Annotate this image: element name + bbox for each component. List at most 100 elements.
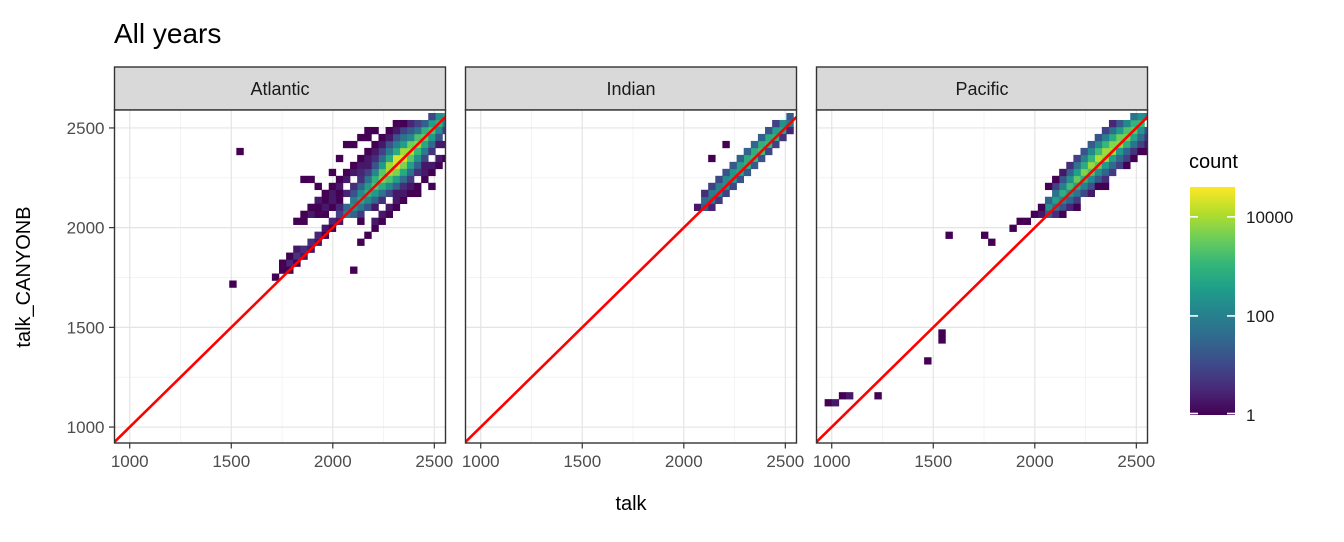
density-bin xyxy=(378,189,386,198)
density-bin xyxy=(357,182,365,191)
density-bin xyxy=(421,154,429,163)
density-bin xyxy=(357,238,365,246)
density-bin xyxy=(414,147,422,156)
density-bin xyxy=(1123,161,1131,170)
density-bin xyxy=(371,154,379,163)
density-bin xyxy=(1059,168,1067,177)
y-tick-label: 1500 xyxy=(67,318,105,337)
density-bin xyxy=(1016,217,1024,225)
density-bin xyxy=(1144,133,1148,142)
density-bin xyxy=(342,189,351,198)
density-bin xyxy=(722,189,730,198)
density-bin xyxy=(293,245,301,253)
density-bin xyxy=(421,140,429,149)
density-bin xyxy=(715,196,723,205)
density-bin xyxy=(350,189,358,198)
density-bin xyxy=(392,147,401,156)
x-tick-label: 2500 xyxy=(766,452,804,471)
y-tick-label: 2500 xyxy=(67,119,105,138)
density-bin xyxy=(364,196,372,205)
density-bin xyxy=(293,217,301,225)
density-bin xyxy=(1087,140,1096,149)
density-bin xyxy=(392,154,401,163)
density-bin xyxy=(1073,161,1081,170)
density-bin xyxy=(428,112,436,121)
density-bin xyxy=(307,203,315,211)
density-bin xyxy=(1108,126,1117,135)
density-bin xyxy=(406,133,415,142)
density-bin xyxy=(357,189,365,198)
density-bin xyxy=(392,126,401,135)
density-bin xyxy=(1073,203,1081,211)
density-bin xyxy=(1101,147,1110,156)
density-bin xyxy=(406,168,415,177)
density-bin xyxy=(314,231,322,239)
density-bin xyxy=(406,119,415,128)
density-bin xyxy=(406,126,415,135)
density-bin xyxy=(428,133,436,142)
density-bin xyxy=(1144,126,1148,135)
density-bin xyxy=(1066,203,1074,211)
identity-line xyxy=(114,116,446,443)
density-bin xyxy=(328,196,337,205)
x-tick-label: 1500 xyxy=(914,452,952,471)
density-bin xyxy=(772,126,780,135)
density-bin xyxy=(421,119,429,128)
density-bin xyxy=(399,126,408,135)
panel-border xyxy=(113,109,447,444)
density-bin xyxy=(385,147,394,156)
density-bin xyxy=(378,140,386,149)
density-bin xyxy=(399,133,408,142)
x-tick-label: 2000 xyxy=(314,452,352,471)
density-bin xyxy=(392,175,401,184)
density-bin xyxy=(1130,154,1138,163)
density-bin xyxy=(371,175,379,184)
density-bin xyxy=(1080,168,1088,177)
density-bin xyxy=(1059,182,1067,191)
legend-colorbar xyxy=(1190,187,1235,415)
y-tick-label: 2000 xyxy=(67,219,105,238)
density-bin xyxy=(321,224,330,232)
density-bin xyxy=(757,140,766,149)
legend-title: count xyxy=(1189,151,1238,173)
density-bin xyxy=(1108,168,1117,177)
density-bin xyxy=(350,168,358,177)
density-bin xyxy=(1073,168,1081,177)
density-bin xyxy=(831,399,840,407)
density-bin xyxy=(845,392,854,400)
density-bin xyxy=(435,133,443,142)
density-bin xyxy=(1108,140,1117,149)
density-bin xyxy=(1087,175,1096,184)
density-bin xyxy=(1030,210,1039,218)
density-bin xyxy=(1123,147,1131,156)
density-bin xyxy=(371,224,379,232)
density-bin xyxy=(342,140,351,149)
density-bin xyxy=(1094,133,1103,142)
density-bin xyxy=(357,161,365,170)
density-bin xyxy=(693,203,702,211)
x-tick-label: 1000 xyxy=(111,452,149,471)
density-bin xyxy=(307,238,315,246)
density-bin xyxy=(414,133,422,142)
plot-title: All years xyxy=(114,18,221,49)
density-bin xyxy=(1044,196,1053,205)
density-bin xyxy=(1023,217,1032,225)
density-bin xyxy=(357,154,365,163)
density-bin xyxy=(729,168,737,177)
density-bin xyxy=(743,147,752,156)
density-bin xyxy=(350,182,358,191)
density-bin xyxy=(1073,189,1081,198)
density-bin xyxy=(414,182,422,191)
legend-tick-label: 100 xyxy=(1246,307,1274,326)
density-bin xyxy=(1094,182,1103,191)
density-bin xyxy=(1130,147,1138,156)
density-bin xyxy=(229,280,237,288)
density-bin xyxy=(743,154,752,163)
density-bin xyxy=(392,133,401,142)
density-bin xyxy=(1052,210,1060,218)
density-bin xyxy=(1108,154,1117,163)
density-bin xyxy=(1130,133,1138,142)
density-bin xyxy=(335,189,344,198)
density-bin xyxy=(364,154,372,163)
density-bin xyxy=(392,196,401,205)
